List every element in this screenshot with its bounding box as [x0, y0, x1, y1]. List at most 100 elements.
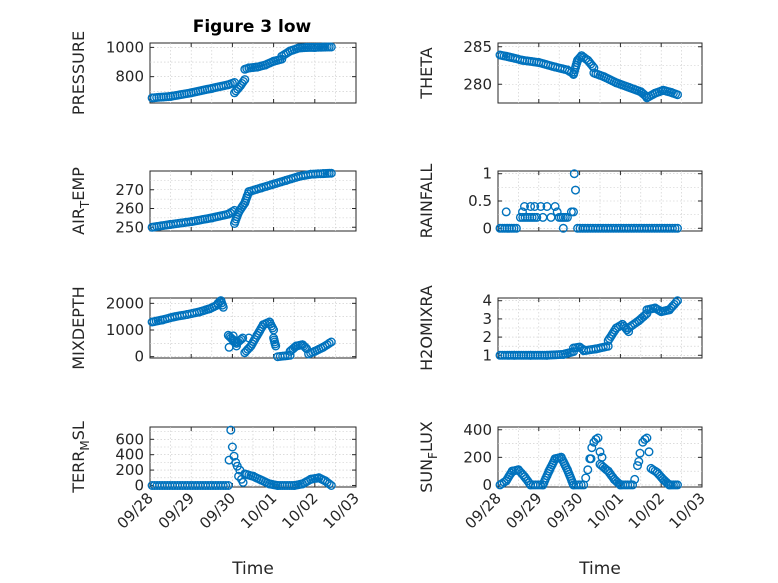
- y-tick-label: 0: [482, 476, 492, 494]
- data-point: [595, 447, 605, 457]
- data-point: [624, 327, 634, 337]
- data-point: [623, 480, 633, 490]
- data-point: [634, 457, 644, 467]
- data-point: [229, 451, 239, 461]
- data-point: [326, 481, 336, 491]
- figure-title: Figure 3 low: [193, 17, 312, 37]
- data-point: [244, 333, 254, 343]
- data-series: [495, 50, 683, 103]
- y-axis-label: THETA: [417, 47, 436, 99]
- data-point: [640, 434, 650, 444]
- data-point: [532, 212, 542, 222]
- data-series: [147, 42, 336, 103]
- data-point: [587, 443, 597, 453]
- data-point: [670, 223, 680, 233]
- x-axis-label: Time: [578, 559, 621, 579]
- x-tick-label: 10/01: [584, 489, 627, 532]
- y-tick-label: 200: [115, 461, 144, 479]
- data-point: [324, 338, 334, 348]
- y-tick-label: 4: [482, 292, 492, 310]
- y-tick-label: 3: [482, 310, 492, 328]
- data-point: [583, 465, 593, 475]
- y-tick-label: 260: [115, 200, 144, 218]
- data-series: [495, 296, 683, 360]
- y-tick-label: 800: [115, 68, 144, 86]
- data-point: [550, 201, 560, 211]
- data-point: [227, 442, 237, 452]
- x-tick-label: 09/28: [114, 489, 157, 532]
- data-point: [530, 201, 540, 211]
- subplot-5: 0 1000 2000 MIXDEPTH: [69, 286, 357, 370]
- y-tick-label: 1000: [106, 38, 144, 56]
- y-tick-label: 250: [115, 218, 144, 236]
- y-tick-label: 200: [463, 448, 492, 466]
- data-point: [667, 223, 677, 233]
- x-tick-label: 10/01: [237, 489, 280, 532]
- y-tick-label: 280: [463, 75, 492, 93]
- data-point: [552, 207, 562, 217]
- data-series: [147, 425, 336, 491]
- data-series: [495, 169, 683, 233]
- data-point: [671, 298, 681, 308]
- data-point: [226, 425, 236, 435]
- y-axis-label: MIXDEPTH: [69, 286, 88, 369]
- y-tick-label: 400: [115, 446, 144, 464]
- subplot-4: 0 0.5 1 RAINFALL: [417, 164, 703, 239]
- x-tick-label: 10/03: [320, 489, 363, 532]
- data-point: [597, 452, 607, 462]
- data-point: [299, 341, 309, 351]
- x-tick-label: 09/30: [543, 489, 586, 532]
- data-point: [218, 302, 228, 312]
- data-point: [586, 454, 596, 464]
- y-tick-label: 285: [463, 38, 492, 56]
- y-axis-label: SUNFLUX: [417, 421, 440, 493]
- data-point: [277, 54, 287, 64]
- data-point: [511, 223, 521, 233]
- data-point: [238, 477, 248, 487]
- data-point: [589, 63, 599, 73]
- y-axis-label: AIRTEMP: [69, 167, 92, 235]
- subplot-2: 280 285 THETA: [417, 38, 703, 104]
- data-point: [536, 201, 546, 211]
- data-series: [147, 168, 336, 232]
- data-point: [526, 201, 536, 211]
- data-point: [574, 480, 584, 490]
- data-point: [326, 337, 336, 347]
- data-point: [326, 42, 336, 52]
- x-tick-label: 09/28: [462, 489, 505, 532]
- data-point: [558, 223, 568, 233]
- data-point: [673, 223, 683, 233]
- y-tick-label: 0: [134, 348, 144, 366]
- data-point: [231, 341, 241, 351]
- y-axis-label: RAINFALL: [417, 164, 436, 239]
- data-point: [569, 207, 579, 217]
- data-point: [235, 465, 245, 475]
- data-point: [614, 479, 624, 489]
- data-point: [501, 207, 511, 217]
- data-point: [593, 433, 603, 443]
- data-point: [576, 480, 586, 490]
- y-axis-label: PRESSURE: [69, 31, 88, 115]
- data-point: [673, 480, 683, 490]
- y-tick-label: 2: [482, 328, 492, 346]
- data-point: [234, 471, 244, 481]
- data-point: [673, 90, 683, 100]
- y-tick-label: 2000: [106, 294, 144, 312]
- y-tick-label: 0: [482, 219, 492, 237]
- x-axis-label: Time: [231, 559, 274, 579]
- subplot-1: 800 1000 PRESSURE: [69, 31, 357, 115]
- x-tick-label: 09/29: [155, 489, 198, 532]
- data-point: [324, 479, 334, 489]
- data-point: [326, 168, 336, 178]
- y-tick-label: 0.5: [468, 192, 492, 210]
- y-axis-label: H2OMIXRA: [417, 285, 436, 371]
- y-tick-label: 1: [482, 346, 492, 364]
- data-series: [147, 296, 336, 362]
- data-point: [591, 434, 601, 444]
